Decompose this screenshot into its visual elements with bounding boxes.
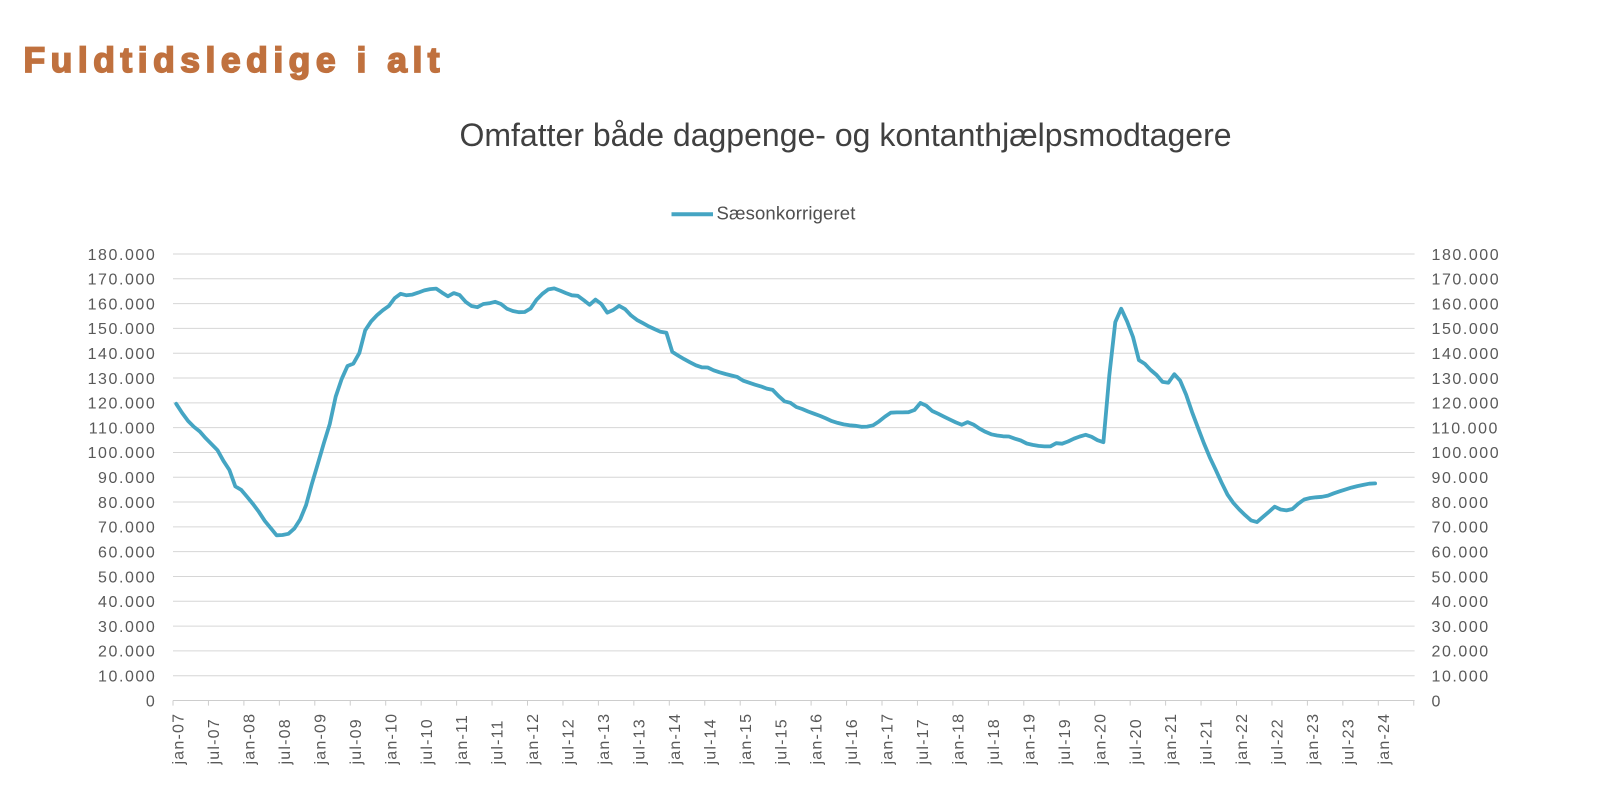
- svg-text:150.000: 150.000: [88, 321, 157, 338]
- svg-text:90.000: 90.000: [98, 470, 156, 487]
- svg-text:jan-13: jan-13: [596, 713, 613, 766]
- svg-text:jul-11: jul-11: [490, 719, 507, 765]
- svg-text:60.000: 60.000: [1432, 545, 1490, 562]
- svg-text:110.000: 110.000: [89, 420, 157, 437]
- svg-text:140.000: 140.000: [88, 346, 157, 363]
- svg-text:jul-18: jul-18: [986, 718, 1003, 765]
- svg-text:120.000: 120.000: [88, 396, 157, 413]
- svg-text:40.000: 40.000: [98, 594, 156, 611]
- svg-text:50.000: 50.000: [1432, 569, 1490, 586]
- svg-text:0: 0: [146, 693, 156, 710]
- svg-text:20.000: 20.000: [1432, 644, 1490, 661]
- svg-text:jan-19: jan-19: [1021, 713, 1038, 766]
- svg-text:40.000: 40.000: [1432, 594, 1490, 611]
- svg-text:jan-17: jan-17: [880, 713, 897, 766]
- svg-text:jul-08: jul-08: [277, 718, 294, 765]
- svg-text:jul-14: jul-14: [702, 718, 719, 765]
- svg-text:jan-07: jan-07: [171, 713, 188, 766]
- svg-text:20.000: 20.000: [98, 644, 156, 661]
- svg-text:jan-16: jan-16: [809, 713, 826, 766]
- svg-text:30.000: 30.000: [1432, 619, 1490, 636]
- svg-text:jul-16: jul-16: [844, 718, 861, 765]
- svg-text:90.000: 90.000: [1432, 470, 1490, 487]
- svg-text:Sæsonkorrigeret: Sæsonkorrigeret: [717, 203, 856, 224]
- svg-text:jan-21: jan-21: [1163, 713, 1180, 766]
- svg-text:120.000: 120.000: [1432, 396, 1501, 413]
- svg-text:jan-18: jan-18: [951, 713, 968, 766]
- svg-text:100.000: 100.000: [88, 445, 157, 462]
- svg-text:180.000: 180.000: [1432, 247, 1501, 264]
- svg-text:130.000: 130.000: [1432, 371, 1501, 388]
- svg-text:140.000: 140.000: [1432, 346, 1501, 363]
- svg-text:jul-23: jul-23: [1341, 718, 1358, 765]
- svg-text:80.000: 80.000: [98, 495, 156, 512]
- svg-text:jan-08: jan-08: [242, 713, 259, 766]
- svg-text:jul-21: jul-21: [1199, 718, 1216, 765]
- svg-text:160.000: 160.000: [88, 296, 157, 313]
- svg-text:jan-15: jan-15: [738, 713, 755, 766]
- svg-text:jul-15: jul-15: [773, 718, 790, 765]
- svg-text:jul-09: jul-09: [348, 718, 365, 765]
- svg-text:110.000: 110.000: [1432, 420, 1500, 437]
- svg-text:jul-17: jul-17: [915, 718, 932, 765]
- svg-text:jan-09: jan-09: [312, 713, 329, 766]
- svg-text:jan-14: jan-14: [667, 713, 684, 766]
- svg-text:Fuldtidsledige i alt: Fuldtidsledige i alt: [24, 40, 446, 80]
- svg-text:jan-11: jan-11: [454, 714, 471, 766]
- svg-text:60.000: 60.000: [98, 545, 156, 562]
- svg-text:160.000: 160.000: [1432, 296, 1501, 313]
- svg-text:180.000: 180.000: [88, 247, 157, 264]
- svg-text:150.000: 150.000: [1432, 321, 1501, 338]
- svg-text:70.000: 70.000: [1432, 520, 1490, 537]
- svg-text:jul-07: jul-07: [206, 718, 223, 765]
- svg-text:170.000: 170.000: [88, 272, 157, 289]
- svg-text:70.000: 70.000: [98, 520, 156, 537]
- svg-text:10.000: 10.000: [98, 669, 156, 686]
- svg-text:jan-24: jan-24: [1376, 713, 1393, 766]
- svg-text:50.000: 50.000: [98, 569, 156, 586]
- svg-text:170.000: 170.000: [1432, 272, 1501, 289]
- svg-text:jul-13: jul-13: [632, 718, 649, 765]
- svg-text:jan-23: jan-23: [1305, 713, 1322, 766]
- svg-text:jan-20: jan-20: [1092, 713, 1109, 766]
- svg-text:jul-12: jul-12: [561, 718, 578, 765]
- svg-text:jan-22: jan-22: [1234, 713, 1251, 766]
- svg-text:30.000: 30.000: [98, 619, 156, 636]
- svg-text:jan-12: jan-12: [525, 713, 542, 766]
- svg-text:jul-20: jul-20: [1128, 718, 1145, 765]
- svg-text:10.000: 10.000: [1432, 669, 1490, 686]
- svg-text:jul-10: jul-10: [419, 718, 436, 765]
- svg-text:130.000: 130.000: [88, 371, 157, 388]
- svg-text:jan-10: jan-10: [383, 713, 400, 766]
- svg-text:jul-22: jul-22: [1270, 718, 1287, 765]
- svg-text:0: 0: [1432, 693, 1442, 710]
- svg-text:100.000: 100.000: [1432, 445, 1501, 462]
- svg-text:80.000: 80.000: [1432, 495, 1490, 512]
- svg-text:jul-19: jul-19: [1057, 718, 1074, 765]
- svg-text:Omfatter både dagpenge- og kon: Omfatter både dagpenge- og kontanthjælps…: [459, 117, 1231, 153]
